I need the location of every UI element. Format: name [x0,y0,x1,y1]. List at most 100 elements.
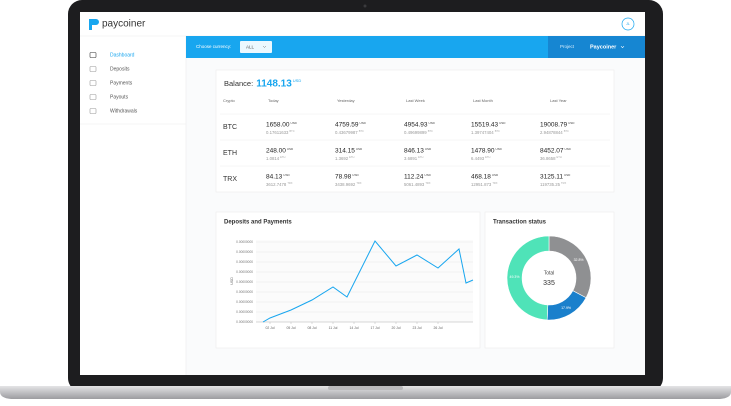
y-tick-label: 0.00000000 [236,270,253,274]
usd-value: 78.98 [335,174,352,181]
x-tick-label: 05 Jul [286,326,295,330]
donut-center-label: Total [544,270,555,276]
menu-icon[interactable] [89,66,97,72]
crypto-name: BTC [223,124,237,131]
y-tick-label: 0.00000000 [236,280,253,284]
usd-value: 3125.11 [540,174,563,181]
crypto-amount: 1.3692 [335,156,349,161]
crypto-amount: 12951.873 [471,182,492,187]
menu-icon[interactable] [89,52,97,58]
menu-icon[interactable] [89,80,97,86]
amount-unit: TRX [425,181,430,185]
data-line [262,240,474,323]
x-tick-label: 02 Jul [265,326,274,330]
usd-unit: USD [283,173,290,177]
plot-area [256,240,473,322]
amount-unit: ETH [349,155,354,159]
amount-unit: TRX [287,181,292,185]
amount-unit: TRX [492,181,497,185]
menu-item[interactable]: Deposits [110,66,130,72]
column-header: Crypto [223,98,236,103]
crypto-amount: 1.39747404 [471,130,494,135]
menu-item[interactable]: Payouts [110,94,129,100]
select-caret [262,45,267,48]
y-tick-label: 0.00000000 [236,320,253,324]
amount-unit: BTC [495,129,500,133]
usd-unit: USD [492,173,499,177]
amount-unit: ETH [485,155,490,159]
currency-value[interactable]: ALL [246,44,255,49]
usd-value: 1658.00 [266,122,290,129]
crypto-name: ETH [223,150,237,157]
crypto-amount: 36.8658 [540,156,556,161]
amount-unit: BTC [564,129,569,133]
crypto-amount: 0.17611633 [266,130,289,135]
y-axis-label: USD [230,277,234,285]
x-tick-label: 20 Jul [391,326,400,330]
usd-unit: USD [287,147,294,151]
usd-unit: USD [568,121,575,125]
usd-value: 468.18 [471,174,491,181]
base-notch [328,386,403,390]
usd-value: 19008.79 [540,122,567,129]
header-bar [186,36,645,58]
crypto-amount: 0.49699899 [404,130,427,135]
amount-unit: BTC [359,129,364,133]
segment-label: 32.8% [574,258,584,262]
x-tick-label: 14 Jul [349,326,358,330]
camera [363,4,367,8]
crypto-amount: 2.94878844 [540,130,563,135]
balance-label: Balance: [224,79,253,88]
crypto-amount: 3438.9692 [335,182,356,187]
crypto-amount: 6.4493 [471,156,485,161]
usd-unit: USD [425,147,432,151]
crypto-amount: 1.0814 [266,156,280,161]
usd-value: 314.15 [335,148,355,155]
logo-icon [89,19,99,30]
amount-unit: ETH [418,155,423,159]
usd-value: 15519.43 [471,122,498,129]
project-value[interactable]: Paycoiner [590,44,617,50]
y-tick-label: 0.00000000 [236,290,253,294]
usd-value: 112.24 [404,174,424,181]
menu-icon[interactable] [89,108,97,114]
project-section [548,36,645,58]
crypto-amount: 3612.7478 [266,182,287,187]
usd-unit: USD [496,147,503,151]
avatar[interactable] [621,17,635,31]
crypto-amount: 119735.25 [540,182,561,187]
usd-value: 248.00 [266,148,286,155]
usd-unit: USD [429,121,436,125]
amount-unit: BTC [428,129,433,133]
x-tick-label: 08 Jul [307,326,316,330]
menu-item[interactable]: Withdrawals [110,108,138,114]
y-tick-label: 0.00000000 [236,250,253,254]
menu-item[interactable]: Payments [110,80,133,86]
menu-item[interactable]: Dashboard [110,52,135,58]
logo: paycoiner [102,19,146,30]
usd-unit: USD [499,121,506,125]
donut-center-value: 335 [543,280,555,287]
project-label: Project [560,44,575,49]
avatar-initials[interactable]: JL [626,22,630,26]
column-header: Yesterday [337,98,355,103]
segment-label: 49.3% [510,275,520,279]
x-tick-label: 23 Jul [412,326,421,330]
chart-title: Transaction status [493,220,547,226]
x-tick-label: 17 Jul [370,326,379,330]
amount-unit: ETH [557,155,562,159]
usd-value: 4759.59 [335,122,359,129]
column-header: Last Year [550,98,567,103]
usd-unit: USD [356,147,363,151]
balance-card [215,69,615,193]
column-header: Last Month [473,98,493,103]
menu-icon[interactable] [89,94,97,100]
currency-select[interactable] [240,41,272,53]
usd-value: 846.13 [404,148,424,155]
usd-value: 1478.90 [471,148,495,155]
app: paycoiner JL Choose currency: ALL Projec… [80,17,645,375]
usd-value: 8452.07 [540,148,564,155]
chart-title: Deposits and Payments [224,220,292,226]
donut-card [484,211,615,349]
